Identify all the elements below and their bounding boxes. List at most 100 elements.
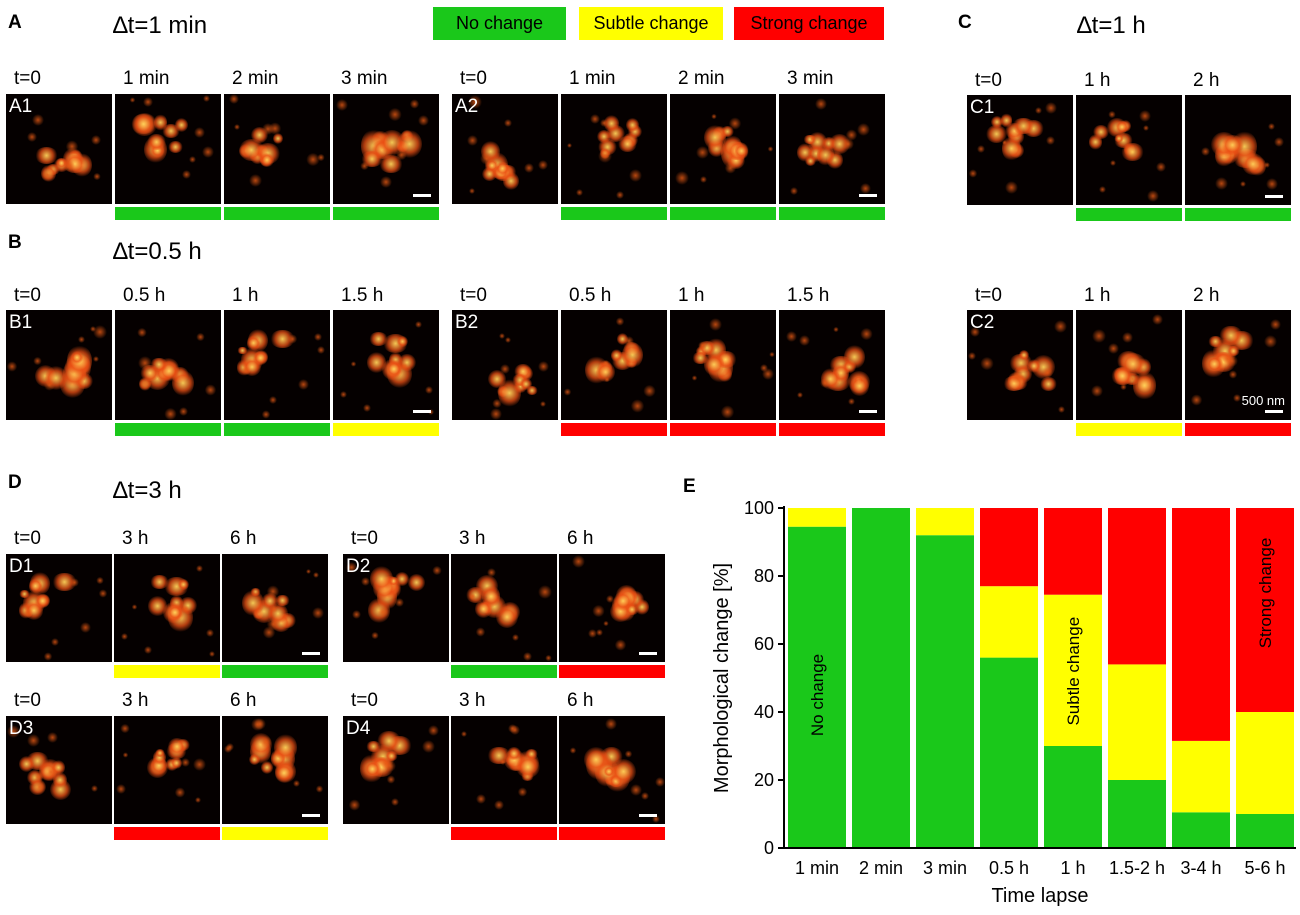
time-label: 1 h bbox=[232, 285, 259, 306]
fluorescence-spot bbox=[583, 747, 609, 772]
fluorescence-spot bbox=[175, 117, 189, 132]
fluorescence-spot bbox=[504, 118, 513, 127]
fluorescence-spot bbox=[469, 592, 477, 600]
change-indicator-bar bbox=[561, 207, 667, 220]
fluorescence-spot bbox=[1240, 180, 1247, 187]
fluorescence-spot bbox=[223, 745, 232, 754]
fluorescence-spot bbox=[1092, 328, 1106, 343]
microscopy-image bbox=[670, 310, 776, 420]
fluorescence-spot bbox=[19, 755, 35, 773]
fluorescence-spot bbox=[507, 724, 517, 734]
fluorescence-spot bbox=[1225, 354, 1238, 367]
time-label: 1 min bbox=[569, 68, 616, 89]
fluorescence-spot bbox=[479, 152, 493, 166]
fluorescence-spot bbox=[845, 129, 858, 141]
fluorescence-spot bbox=[819, 378, 830, 389]
fluorescence-spot bbox=[654, 776, 665, 787]
fluorescence-spot bbox=[848, 397, 855, 405]
fluorescence-spot bbox=[32, 114, 44, 126]
fluorescence-spot bbox=[603, 115, 619, 132]
fluorescence-spot bbox=[629, 783, 643, 796]
fluorescence-spot bbox=[489, 407, 502, 420]
fluorescence-spot bbox=[499, 363, 511, 374]
fluorescence-spot bbox=[428, 409, 435, 415]
fluorescence-spot bbox=[725, 162, 737, 174]
fluorescence-spot bbox=[1205, 357, 1225, 372]
fluorescence-spot bbox=[520, 377, 532, 391]
fluorescence-spot bbox=[77, 335, 86, 344]
fluorescence-spot bbox=[311, 606, 324, 620]
fluorescence-spot bbox=[91, 135, 101, 145]
time-label: 1 min bbox=[123, 68, 170, 89]
fluorescence-spot bbox=[809, 135, 815, 141]
fluorescence-spot bbox=[115, 783, 127, 795]
fluorescence-spot bbox=[512, 633, 519, 641]
fluorescence-spot bbox=[345, 561, 357, 573]
time-label: 3 h bbox=[122, 528, 149, 549]
fluorescence-spot bbox=[1012, 117, 1035, 134]
fluorescence-spot bbox=[150, 575, 169, 589]
fluorescence-spot bbox=[369, 566, 393, 592]
scale-bar bbox=[413, 410, 431, 413]
image-id-label: B2 bbox=[455, 312, 479, 333]
fluorescence-spot bbox=[796, 392, 803, 399]
fluorescence-spot bbox=[516, 756, 541, 779]
fluorescence-spot bbox=[96, 576, 104, 585]
fluorescence-spot bbox=[180, 757, 190, 768]
scale-bar bbox=[859, 194, 877, 197]
fluorescence-spot bbox=[597, 149, 612, 163]
fluorescence-spot bbox=[249, 753, 260, 766]
fluorescence-spot bbox=[1266, 178, 1279, 191]
bar-annotation: Strong change bbox=[1256, 538, 1275, 649]
microscopy-image bbox=[115, 310, 221, 420]
fluorescence-spot bbox=[275, 594, 290, 606]
fluorescence-spot bbox=[523, 652, 532, 662]
fluorescence-spot bbox=[428, 725, 439, 736]
scale-bar bbox=[413, 194, 431, 197]
bar-segment bbox=[1044, 594, 1102, 746]
bar-segment bbox=[980, 657, 1038, 848]
fluorescence-spot bbox=[1242, 152, 1265, 175]
microscopy-image bbox=[224, 310, 330, 420]
fluorescence-spot bbox=[691, 375, 698, 382]
image-id-label: A2 bbox=[455, 96, 479, 117]
fluorescence-spot bbox=[189, 156, 196, 163]
fluorescence-spot bbox=[241, 590, 264, 617]
fluorescence-spot bbox=[261, 410, 270, 419]
fluorescence-spot bbox=[390, 798, 399, 807]
time-label: 3 h bbox=[122, 690, 149, 711]
fluorescence-spot bbox=[495, 161, 511, 176]
fluorescence-spot bbox=[704, 353, 724, 376]
fluorescence-spot bbox=[817, 144, 835, 167]
fluorescence-spot bbox=[595, 628, 603, 636]
time-label: 1 h bbox=[1084, 70, 1111, 91]
x-tick-label: 1.5-2 h bbox=[1109, 858, 1165, 878]
change-indicator-bar bbox=[1185, 423, 1291, 436]
fluorescence-spot bbox=[498, 333, 506, 340]
scale-bar bbox=[859, 410, 877, 413]
fluorescence-spot bbox=[967, 351, 977, 361]
fluorescence-spot bbox=[40, 168, 54, 182]
fluorescence-spot bbox=[492, 398, 502, 408]
fluorescence-spot bbox=[980, 356, 994, 370]
image-id-label: C1 bbox=[970, 97, 995, 118]
fluorescence-spot bbox=[178, 406, 189, 417]
fluorescence-spot bbox=[474, 599, 493, 618]
fluorescence-spot bbox=[62, 159, 75, 172]
fluorescence-spot bbox=[704, 125, 727, 151]
fluorescence-spot bbox=[361, 576, 371, 586]
fluorescence-spot bbox=[27, 733, 41, 747]
fluorescence-spot bbox=[1092, 124, 1110, 139]
fluorescence-spot bbox=[266, 584, 280, 598]
bar-segment bbox=[788, 526, 846, 848]
fluorescence-spot bbox=[640, 791, 650, 801]
fluorescence-spot bbox=[615, 317, 625, 326]
scale-bar-label: 500 nm bbox=[1241, 393, 1285, 408]
fluorescence-spot bbox=[500, 759, 506, 765]
fluorescence-spot bbox=[523, 162, 534, 173]
time-label: t=0 bbox=[975, 70, 1002, 91]
fluorescence-spot bbox=[168, 141, 184, 153]
fluorescence-spot bbox=[7, 724, 21, 738]
fluorescence-spot bbox=[98, 588, 108, 598]
fluorescence-spot bbox=[696, 145, 710, 159]
